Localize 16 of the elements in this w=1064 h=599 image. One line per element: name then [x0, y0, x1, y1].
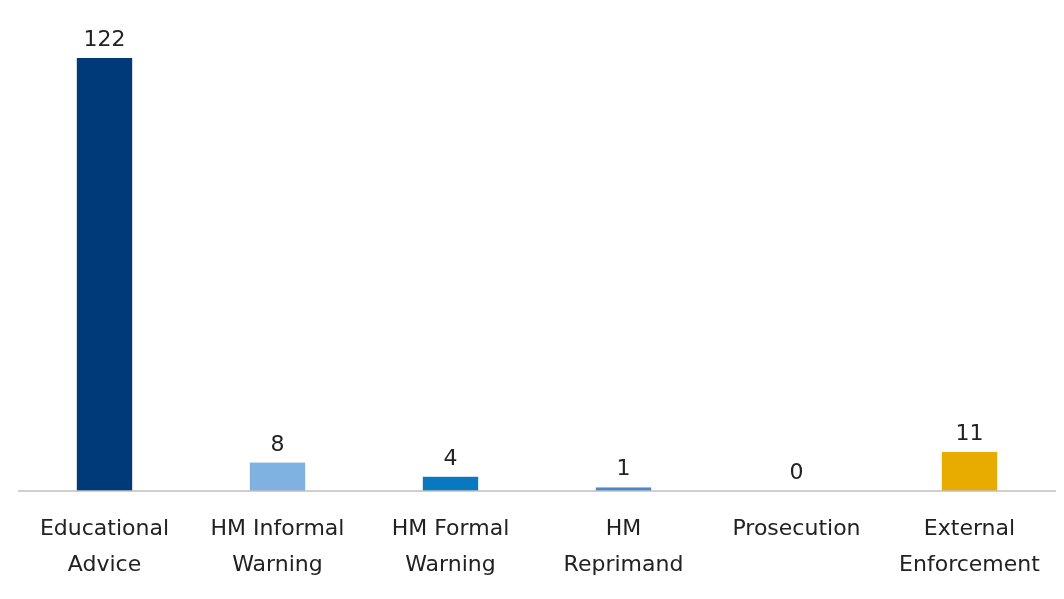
x-tick-label: Prosecution: [732, 515, 861, 540]
data-label: 8: [270, 430, 285, 456]
bar: [422, 476, 479, 491]
data-label: 1: [616, 455, 631, 481]
bar: [941, 451, 998, 491]
x-tick-label: Educational Advice: [39, 515, 170, 576]
data-label: 4: [443, 444, 458, 470]
x-tick-label: External Enforcement: [899, 515, 1041, 576]
x-tick-label: HM Formal Warning: [391, 515, 510, 576]
bar: [249, 462, 306, 491]
data-label: 122: [83, 26, 126, 51]
x-tick-label: HM Reprimand: [563, 515, 684, 576]
data-label: 11: [955, 419, 984, 445]
data-label: 0: [789, 459, 804, 484]
bar: [76, 58, 133, 491]
x-tick-label: HM Informal Warning: [210, 515, 345, 576]
